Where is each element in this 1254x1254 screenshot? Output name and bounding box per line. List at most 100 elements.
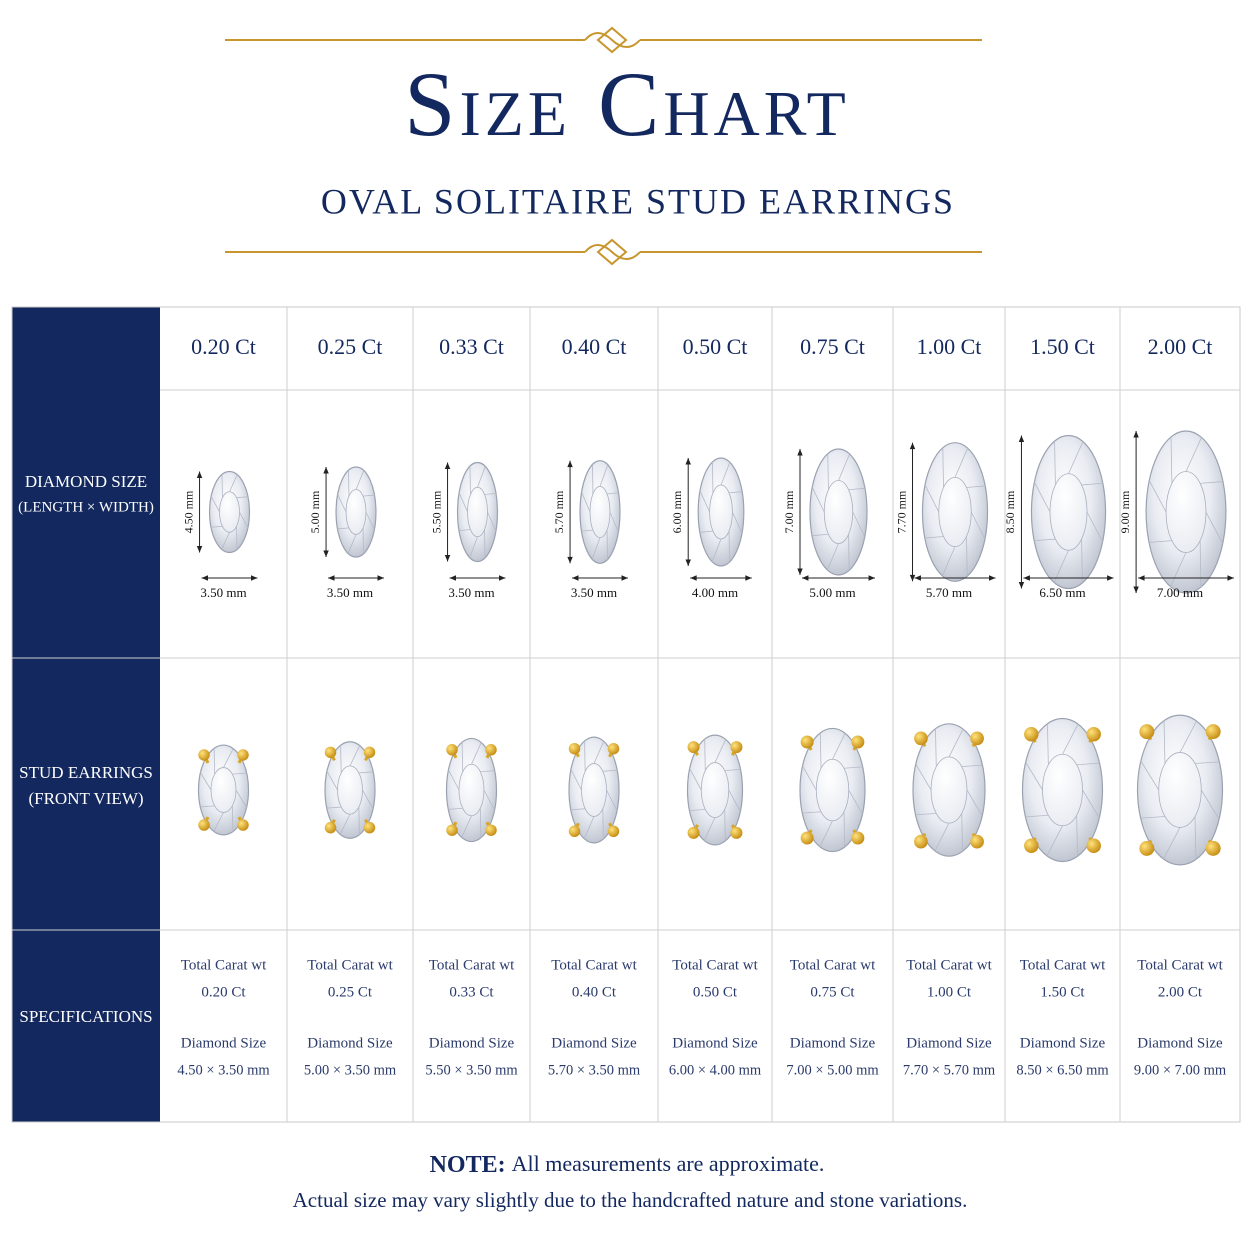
facet (720, 462, 731, 486)
diamond (912, 723, 986, 857)
arrow-head (1023, 575, 1030, 581)
note-text: All measurements are approximate. (512, 1151, 825, 1176)
prong (1205, 840, 1221, 856)
facet (235, 789, 247, 808)
facet (1200, 789, 1220, 820)
size-column: 1.00 Ct 7.70 mm 5.70 mm Total Carat wt 1.00 … (894, 334, 996, 1078)
width-label: 6.50 mm (1039, 585, 1085, 600)
facet (210, 525, 223, 528)
facet (349, 745, 361, 767)
facet (961, 813, 963, 852)
facet (832, 733, 846, 760)
note-label: NOTE: (430, 1152, 506, 1178)
spec-caption: Diamond Size (181, 1035, 267, 1051)
facet (1170, 552, 1187, 587)
facet (827, 453, 829, 490)
facet (699, 490, 710, 513)
spec-caption: Diamond Size (429, 1035, 515, 1051)
facet (484, 492, 497, 495)
prong (687, 741, 700, 754)
diamond (335, 466, 377, 558)
arrow-head (201, 575, 208, 581)
diamond (1145, 430, 1227, 594)
carat-heading: 0.33 Ct (439, 334, 504, 359)
prong (730, 741, 743, 754)
size-column: 1.50 Ct 8.50 mm 6.50 mm Total Carat wt 1.50 … (1003, 334, 1114, 1078)
prong (198, 819, 210, 831)
facet (1025, 814, 1049, 818)
facet (477, 466, 486, 488)
arrow-head (1107, 575, 1114, 581)
spec-size: 6.00 × 4.00 mm (669, 1062, 762, 1078)
facet (728, 789, 741, 812)
size-column: 0.33 Ct 5.50 mm 3.50 mm Total Carat wt 0.33 … (425, 334, 518, 1078)
spec-carat: 0.20 Ct (201, 984, 246, 1000)
spec-size: 8.50 × 6.50 mm (1016, 1062, 1109, 1078)
spec-carat: 0.33 Ct (449, 984, 494, 1000)
facet (213, 812, 224, 832)
facet (487, 511, 497, 532)
spec-size: 5.70 × 3.50 mm (548, 1062, 641, 1078)
diamond (809, 448, 868, 576)
facet (843, 811, 846, 848)
arrow-head (914, 575, 921, 581)
spec-carat: 1.00 Ct (927, 984, 972, 1000)
size-column: 0.75 Ct 7.00 mm 5.00 mm Total Carat wt 0.75 … (782, 334, 880, 1078)
facet (609, 511, 619, 533)
facet (471, 742, 482, 765)
length-label: 7.00 mm (782, 490, 796, 533)
facet (732, 511, 743, 534)
arrow-head (196, 546, 203, 553)
facet (689, 809, 706, 812)
facet (326, 771, 338, 791)
facet (827, 543, 839, 571)
prong (970, 731, 984, 746)
size-column: 0.25 Ct 5.00 mm 3.50 mm Total Carat wt 0.25 … (304, 334, 397, 1078)
width-label: 4.00 mm (692, 585, 738, 600)
facet (469, 536, 478, 558)
facet (1025, 761, 1043, 791)
subtitle: OVAL SOLITAIRE STUD EARRINGS (321, 181, 955, 221)
facet (358, 807, 360, 835)
spec-size: 7.00 × 5.00 mm (786, 1062, 879, 1078)
facet (848, 534, 850, 571)
facet (599, 464, 609, 487)
facet (479, 808, 482, 838)
facet (1081, 482, 1103, 486)
prong (607, 742, 620, 755)
row-label: (FRONT VIEW) (28, 789, 143, 808)
row-labels: DIAMOND SIZE (LENGTH × WIDTH) STUD EARRI… (18, 472, 154, 1026)
prong (485, 744, 497, 756)
diamond (568, 736, 620, 844)
carat-heading: 1.50 Ct (1030, 334, 1095, 359)
spec-caption: Diamond Size (551, 1035, 637, 1051)
facet (1076, 815, 1078, 857)
spec-caption: Diamond Size (906, 1035, 992, 1051)
diamond (697, 457, 745, 567)
arrow-head (909, 574, 916, 582)
spec-caption: Diamond Size (790, 1035, 876, 1051)
facet (1199, 540, 1202, 588)
arrow-head (868, 575, 875, 581)
length-label: 5.50 mm (429, 490, 443, 533)
arrow-head (499, 575, 506, 581)
facet (1170, 436, 1173, 484)
row-label: (LENGTH × WIDTH) (18, 499, 154, 515)
facet (1140, 816, 1166, 819)
prong (363, 746, 376, 759)
spec-caption: Diamond Size (307, 1035, 393, 1051)
diamond (197, 744, 250, 836)
facet (915, 813, 937, 816)
facet (1194, 761, 1220, 764)
facet (1086, 511, 1103, 542)
facet (232, 772, 247, 775)
arrow-head (1018, 435, 1025, 442)
facet (210, 496, 220, 513)
facet (819, 732, 822, 769)
prong (914, 731, 928, 746)
prong (730, 826, 743, 839)
prong (970, 834, 984, 849)
diamond (686, 734, 744, 846)
spec-carat: 0.50 Ct (693, 984, 738, 1000)
prong (198, 749, 210, 761)
